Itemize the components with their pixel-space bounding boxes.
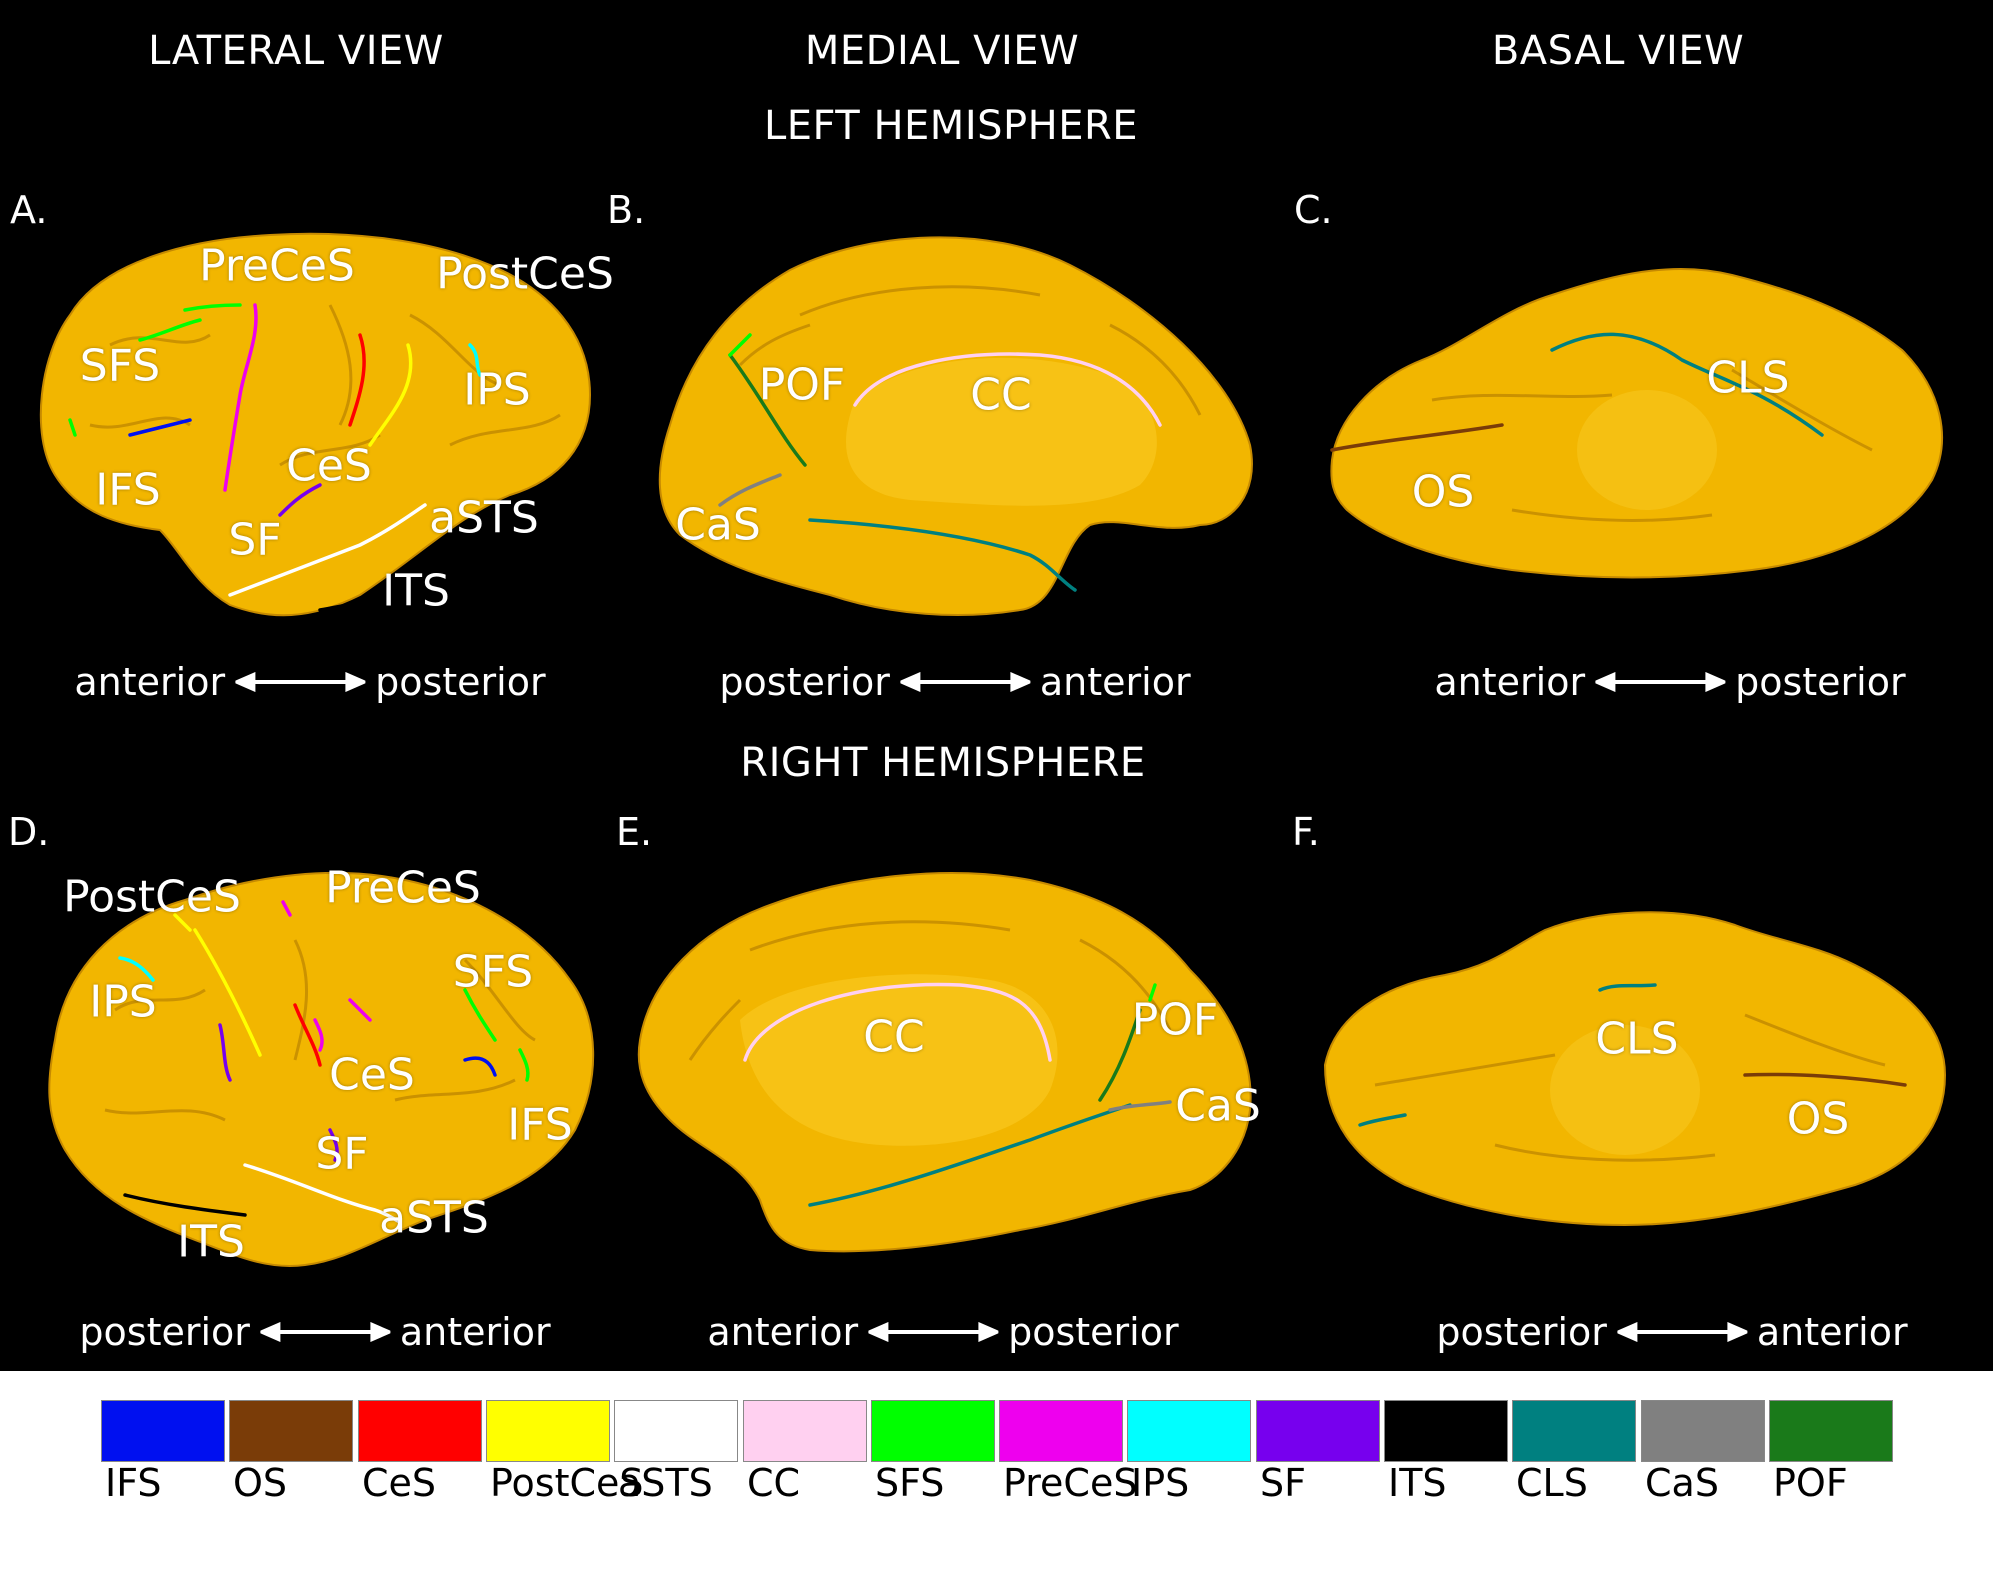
double-arrow-icon [1617,1322,1747,1342]
direction-c: anterior posterior [1434,660,1905,704]
direction-b: posterior anterior [719,660,1190,704]
legend-swatch-cas [1641,1400,1765,1462]
direction-c-left: anterior [1434,660,1585,704]
direction-b-left: posterior [719,660,890,704]
label-b-cc: CC [970,370,1031,421]
label-d-preces: PreCeS [325,863,481,914]
label-d-sfs: SFS [453,947,533,998]
label-c-os: OS [1412,467,1475,518]
double-arrow-icon [900,672,1030,692]
double-arrow-icon [868,1322,998,1342]
label-d-ces: CeS [329,1050,415,1101]
panel-label-f: F. [1292,810,1320,854]
legend-swatch-cls [1512,1400,1636,1462]
panel-label-d: D. [8,810,49,854]
legend-label-ces: CeS [362,1461,436,1505]
brain-left-basal [1312,250,1952,590]
header-medial-view: MEDIAL VIEW [805,28,1079,74]
double-arrow-icon [1595,672,1725,692]
double-arrow-icon [235,672,365,692]
label-d-asts: aSTS [379,1193,489,1244]
double-arrow-icon [260,1322,390,1342]
direction-f-left: posterior [1436,1310,1607,1354]
direction-b-right: anterior [1040,660,1191,704]
color-legend: IFS OS CeS PostCeS aSTS CC SFS PreCeS IPS SF ITS CL… [0,1371,1993,1571]
direction-e-left: anterior [707,1310,858,1354]
panel-label-e: E. [616,810,652,854]
legend-swatch-cc [743,1400,867,1462]
direction-e: anterior posterior [707,1310,1178,1354]
legend-label-pof: POF [1773,1461,1848,1505]
label-c-cls: CLS [1706,353,1789,404]
legend-label-cc: CC [747,1461,800,1505]
label-e-cas: CaS [1175,1081,1261,1132]
label-d-ifs: IFS [507,1100,572,1151]
label-d-postces: PostCeS [63,872,241,923]
legend-swatch-preces [999,1400,1123,1462]
legend-label-os: OS [233,1461,287,1505]
direction-f: posterior anterior [1436,1310,1907,1354]
direction-c-right: posterior [1735,660,1906,704]
label-a-sfs: SFS [80,341,160,392]
label-a-asts: aSTS [429,493,539,544]
legend-swatch-its [1384,1400,1508,1462]
legend-label-its: ITS [1388,1461,1447,1505]
label-a-ifs: IFS [95,465,160,516]
label-a-ips: IPS [463,365,530,416]
legend-label-cas: CaS [1645,1461,1719,1505]
label-a-its: ITS [382,566,450,617]
legend-swatch-ces [358,1400,482,1462]
direction-a-right: posterior [375,660,546,704]
figure-panel: LATERAL VIEW MEDIAL VIEW BASAL VIEW LEFT… [0,0,1993,1371]
direction-d: posterior anterior [79,1310,550,1354]
legend-label-asts: aSTS [618,1461,713,1505]
label-d-sf: SF [315,1129,368,1180]
direction-d-left: posterior [79,1310,250,1354]
legend-swatch-sf [1256,1400,1380,1462]
legend-label-ifs: IFS [105,1461,162,1505]
legend-label-cls: CLS [1516,1461,1588,1505]
header-left-hemisphere: LEFT HEMISPHERE [764,103,1138,149]
legend-label-ips: IPS [1131,1461,1189,1505]
legend-swatch-sfs [871,1400,995,1462]
header-lateral-view: LATERAL VIEW [148,28,444,74]
direction-d-right: anterior [400,1310,551,1354]
legend-label-sfs: SFS [875,1461,944,1505]
brain-left-medial [640,225,1260,625]
label-f-cls: CLS [1595,1014,1678,1065]
label-a-postces: PostCeS [436,249,614,300]
legend-swatch-ifs [101,1400,225,1462]
label-e-cc: CC [863,1012,924,1063]
legend-swatch-os [229,1400,353,1462]
label-b-cas: CaS [675,500,761,551]
label-e-pof: POF [1132,995,1218,1046]
label-d-its: ITS [177,1217,245,1268]
legend-swatch-ips [1127,1400,1251,1462]
label-a-sf: SF [228,515,281,566]
label-f-os: OS [1787,1094,1850,1145]
label-a-preces: PreCeS [199,241,355,292]
label-a-ces: CeS [286,441,372,492]
label-d-ips: IPS [89,977,156,1028]
direction-a-left: anterior [74,660,225,704]
direction-f-right: anterior [1757,1310,1908,1354]
legend-label-preces: PreCeS [1003,1461,1137,1505]
header-basal-view: BASAL VIEW [1492,28,1744,74]
direction-e-right: posterior [1008,1310,1179,1354]
legend-label-sf: SF [1260,1461,1306,1505]
brain-right-medial [630,860,1270,1270]
legend-swatch-pof [1769,1400,1893,1462]
header-right-hemisphere: RIGHT HEMISPHERE [740,740,1145,786]
direction-a: anterior posterior [74,660,545,704]
legend-swatch-postces [486,1400,610,1462]
label-b-pof: POF [759,360,845,411]
legend-swatch-asts [614,1400,738,1462]
panel-label-c: C. [1294,188,1333,232]
brain-right-basal [1315,905,1955,1235]
brain-right-lateral [35,860,605,1280]
